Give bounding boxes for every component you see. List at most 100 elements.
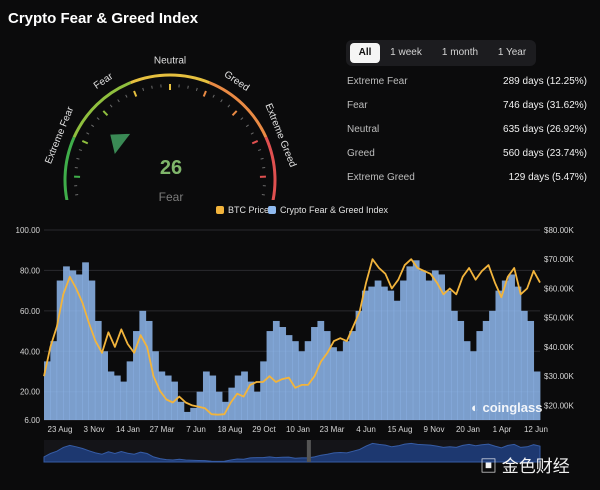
fgi-bar (273, 321, 280, 420)
fgi-bar (381, 287, 388, 420)
tab-all[interactable]: All (350, 43, 380, 63)
fgi-bar (349, 331, 356, 420)
fgi-bar (432, 270, 439, 420)
stat-value: 129 days (5.47%) (509, 172, 587, 183)
gauge-tick (110, 105, 112, 107)
x-tick-label: 23 Aug (48, 425, 73, 434)
fgi-bar (337, 351, 344, 420)
fgi-bar (120, 382, 127, 420)
gauge-tick (204, 91, 206, 97)
fgi-bar (311, 327, 318, 420)
gauge-tick (233, 111, 237, 115)
x-tick-label: 18 Aug (218, 425, 243, 434)
fgi-bar (50, 341, 57, 420)
fgi-bar (324, 331, 331, 420)
sentiment-stats: Extreme Fear 289 days (12.25%) Fear 746 … (347, 76, 587, 196)
timeframe-tabs: All 1 week 1 month 1 Year (346, 40, 536, 66)
chart-legend: BTC Price Crypto Fear & Greed Index (0, 205, 600, 219)
x-tick-label: 10 Jan (286, 425, 310, 434)
x-tick-label: 7 Jun (186, 425, 206, 434)
stat-label: Fear (347, 100, 368, 111)
fgi-bar (178, 402, 185, 420)
fgi-bar (343, 341, 350, 420)
fgi-bar (362, 291, 369, 420)
stat-value: 746 days (31.62%) (503, 100, 587, 111)
watermark-logo-icon: ▣ (480, 457, 502, 476)
fgi-bar (69, 270, 76, 420)
legend-label-fgi: Crypto Fear & Greed Index (280, 205, 388, 215)
gauge-zone-arc (65, 137, 74, 200)
gauge-zone-arc (209, 83, 266, 138)
navigator-handle[interactable] (307, 440, 311, 462)
x-tick-label: 12 Jun (524, 425, 548, 434)
page-title: Crypto Fear & Greed Index (8, 10, 198, 27)
fgi-bar (254, 392, 261, 420)
gauge-tick (251, 133, 254, 134)
gauge-tick (213, 95, 214, 98)
tab-1-week[interactable]: 1 week (384, 43, 428, 63)
fgi-bar (101, 351, 108, 420)
stat-label: Extreme Fear (347, 76, 408, 87)
stat-row-extreme-greed: Extreme Greed 129 days (5.47%) (347, 172, 587, 196)
stat-label: Greed (347, 148, 375, 159)
chart-svg: 100.0080.0060.0040.0020.006.00$80.00K$70… (0, 220, 600, 485)
fgi-bar (508, 274, 515, 420)
y-right-tick-label: $20.00K (544, 401, 574, 410)
gauge-tick (79, 150, 82, 151)
gauge-zone-label: Extreme Fear (43, 105, 76, 166)
stat-label: Extreme Greed (347, 172, 415, 183)
fgi-bar (139, 311, 146, 420)
gauge-zone-arc (74, 83, 131, 138)
gauge-value: 26 (151, 157, 191, 180)
y-right-tick-label: $70.00K (544, 255, 574, 264)
gauge-label: Fear (146, 190, 196, 204)
fgi-bar (108, 371, 115, 420)
x-tick-label: 4 Jun (356, 425, 376, 434)
fgi-bar (419, 270, 426, 420)
gauge-tick (134, 91, 136, 97)
fgi-bar (330, 347, 337, 420)
legend-item-btc[interactable]: BTC Price (216, 205, 269, 215)
legend-item-fgi[interactable]: Crypto Fear & Greed Index (268, 205, 388, 215)
legend-label-btc: BTC Price (228, 205, 269, 215)
gauge-zone-label: Extreme Greed (262, 102, 298, 169)
y-right-tick-label: $60.00K (544, 284, 574, 293)
gauge-tick (252, 141, 257, 143)
fgi-bar (279, 327, 286, 420)
gauge-tick (143, 88, 144, 91)
fgi-bar (387, 291, 394, 420)
y-left-tick-label: 6.00 (24, 416, 40, 425)
gauge-tick (188, 86, 189, 89)
gauge-tick (103, 111, 107, 115)
x-tick-label: 15 Aug (388, 425, 413, 434)
x-tick-label: 1 Apr (493, 425, 512, 434)
fgi-bar (95, 321, 102, 420)
coinglass-logo-icon: ◐ (471, 400, 482, 415)
stat-value: 635 days (26.92%) (503, 124, 587, 135)
jinse-watermark: ▣ 金色财经 (480, 452, 570, 477)
gauge-zone-arc (266, 137, 275, 200)
fgi-bar (127, 361, 134, 420)
fgi-bar (89, 281, 96, 420)
gauge-tick (228, 105, 230, 107)
gauge-tick (82, 141, 87, 143)
stat-row-greed: Greed 560 days (23.74%) (347, 148, 587, 172)
stat-value: 560 days (23.74%) (503, 148, 587, 159)
fgi-bar (190, 408, 197, 420)
y-right-tick-label: $80.00K (544, 226, 574, 235)
stat-label: Neutral (347, 124, 379, 135)
tab-1-month[interactable]: 1 month (432, 43, 488, 63)
fgi-bar (413, 260, 420, 420)
fgi-bar (426, 281, 433, 420)
x-tick-label: 14 Jan (116, 425, 140, 434)
gauge-tick (246, 125, 248, 127)
x-tick-label: 9 Nov (424, 425, 445, 434)
gauge-zone-label: Fear (92, 71, 116, 92)
y-right-tick-label: $30.00K (544, 372, 574, 381)
tab-1-year[interactable]: 1 Year (490, 43, 534, 63)
y-left-tick-label: 20.00 (20, 388, 41, 397)
gauge-tick (241, 118, 243, 120)
y-left-tick-label: 60.00 (20, 307, 41, 316)
